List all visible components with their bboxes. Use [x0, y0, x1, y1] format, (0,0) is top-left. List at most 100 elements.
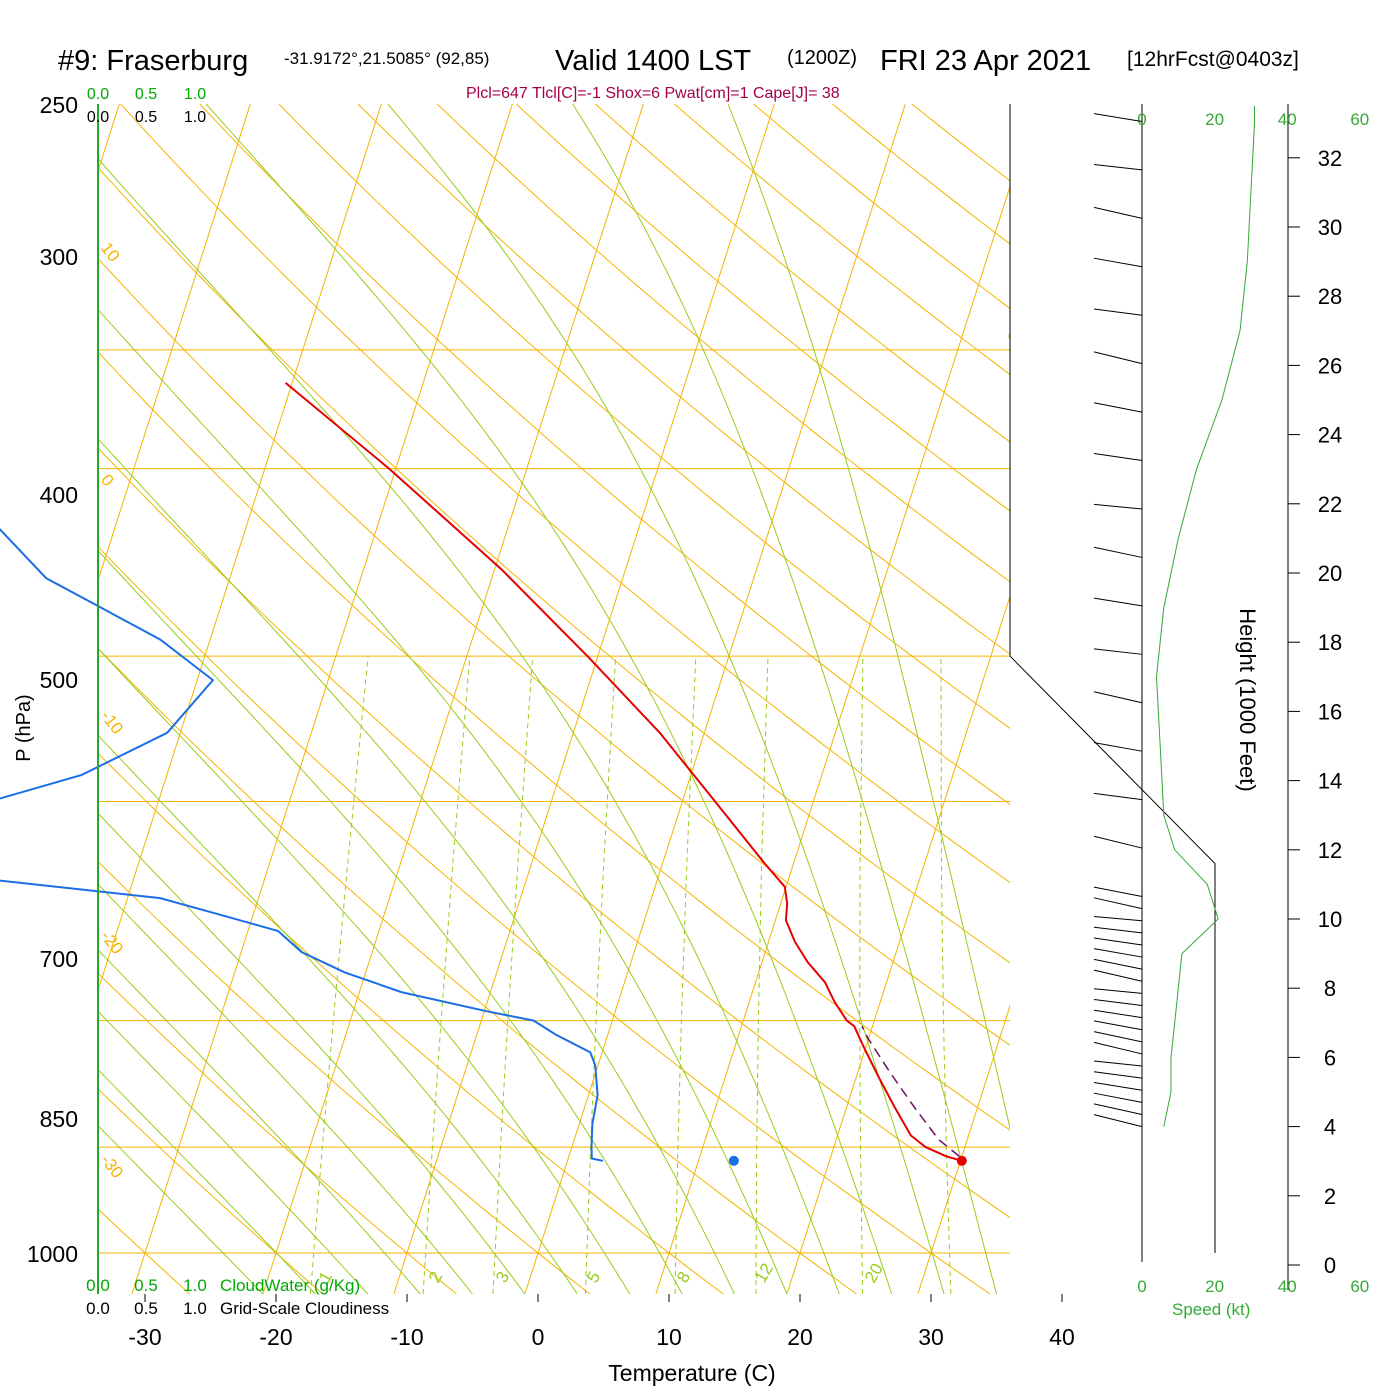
utc-time: (1200Z) — [787, 47, 857, 69]
speed-tick-label-top: 20 — [1205, 110, 1224, 129]
mixing-ratio-line — [492, 656, 534, 1294]
height-tick-label: 22 — [1318, 492, 1342, 517]
height-tick-label: 30 — [1318, 215, 1342, 240]
dry-adiabat-line — [594, 104, 1010, 443]
mixing-ratio-line — [584, 656, 617, 1294]
wind-barb — [1093, 897, 1143, 910]
isotherm-line — [393, 104, 775, 1294]
cloudiness-label: Grid-Scale Cloudiness — [220, 1299, 389, 1318]
isotherm-label: -10 — [97, 707, 127, 738]
dry-adiabat-line — [436, 104, 1010, 583]
dry-adiabat-line — [98, 1088, 324, 1294]
pressure-tick-label: 850 — [40, 1106, 78, 1132]
wind-barb — [1093, 1020, 1143, 1031]
surface-temperature-point — [956, 1155, 967, 1166]
wind-barb — [1093, 1092, 1143, 1103]
cloud-water-scale-top: 0.5 — [135, 86, 157, 103]
cloud-water-scale-bottom: 0.5 — [134, 1276, 158, 1295]
isotherm-label: 0 — [97, 471, 118, 490]
dry-adiabat-line — [98, 972, 457, 1294]
wind-barb — [1093, 988, 1143, 994]
dry-adiabat-line — [98, 447, 1010, 1219]
temp-tick-label: 20 — [787, 1324, 813, 1350]
height-tick-label: 4 — [1324, 1115, 1336, 1140]
cloudiness-scale-bottom: 0.5 — [134, 1299, 158, 1318]
wind-barb — [1093, 257, 1143, 268]
isotherm-label: -30 — [97, 1151, 127, 1182]
temp-tick-label: -30 — [128, 1324, 161, 1350]
height-tick-label: 16 — [1318, 699, 1342, 724]
height-tick-label: 8 — [1324, 976, 1336, 1001]
wind-barb — [1093, 886, 1143, 898]
pressure-tick-label: 500 — [40, 667, 78, 693]
mixing-ratio-line — [309, 656, 369, 1294]
moist-adiabat-line — [98, 883, 473, 1294]
wind-barb — [1093, 969, 1143, 982]
dry-adiabat-line — [357, 104, 1010, 655]
isotherm-line — [917, 1004, 1010, 1294]
wind-barb — [1093, 1103, 1143, 1115]
temp-tick-label: 30 — [918, 1324, 944, 1350]
moist-adiabat-line — [98, 734, 578, 1294]
pressure-tick-label: 400 — [40, 482, 78, 508]
temp-tick-label: 10 — [656, 1324, 682, 1350]
height-tick-label: 32 — [1318, 146, 1342, 171]
cloudiness-scale-top: 0.0 — [87, 109, 109, 126]
isotherm-line — [98, 104, 251, 583]
dry-adiabat-line — [120, 104, 1010, 884]
isotherm-line — [1180, 104, 1400, 1294]
wind-barb — [1093, 792, 1143, 801]
pressure-tick-label: 300 — [40, 244, 78, 270]
height-tick-label: 10 — [1318, 907, 1342, 932]
mixing-ratio-line — [940, 656, 952, 1294]
wind-barb — [1093, 113, 1143, 122]
wind-barb — [1093, 1114, 1143, 1128]
wind-barb — [1093, 1081, 1143, 1091]
height-tick-label: 28 — [1318, 284, 1342, 309]
height-tick-label: 26 — [1318, 353, 1342, 378]
moist-adiabat-line — [98, 1068, 316, 1294]
frame-border — [97, 104, 1216, 1294]
dry-adiabat-line — [98, 860, 591, 1294]
temp-tick-label: 40 — [1049, 1324, 1075, 1350]
cloud-water-scale-bottom: 0.0 — [86, 1276, 110, 1295]
isotherm-line — [262, 104, 644, 1294]
cloud-scales: 0.0 0.5 1.0 0.0 0.5 1.0 0.0 0.5 1.0 0.0 0.5 1.0 — [86, 86, 207, 1318]
cloud-water-label: CloudWater (g/Kg) — [220, 1276, 360, 1295]
dry-adiabat-label: 30 — [1166, 756, 1205, 795]
dry-adiabat-line — [98, 545, 991, 1294]
speed-tick-label-top: 40 — [1278, 110, 1297, 129]
dry-adiabat-line — [674, 104, 1010, 376]
wind-barb — [1093, 402, 1143, 413]
y-axis-title: P (hPa) — [13, 694, 35, 761]
height-tick-label: 18 — [1318, 630, 1342, 655]
wind-barb — [1093, 999, 1143, 1006]
wind-barb — [1093, 691, 1143, 704]
height-tick-label: 6 — [1324, 1045, 1336, 1070]
wind-barb — [1093, 958, 1143, 970]
moist-adiabat-line — [98, 647, 631, 1294]
moist-adiabat-line — [727, 104, 1010, 1131]
pressure-tick-label: 1000 — [27, 1241, 78, 1267]
mixing-ratio-line — [859, 656, 864, 1294]
cloudiness-scale-bottom: 1.0 — [183, 1299, 207, 1318]
wind-barb — [1093, 164, 1143, 171]
x-axis-title: Temperature (C) — [608, 1360, 775, 1386]
valid-time: Valid 1400 LST — [555, 45, 751, 77]
cloud-water-scale-bottom: 1.0 — [183, 1276, 207, 1295]
station-title: #9: Fraserburg — [58, 45, 248, 77]
moist-adiabat-line — [98, 1010, 369, 1294]
dry-adiabat-line — [98, 166, 1010, 964]
dry-adiabat-line — [199, 104, 1010, 806]
wind-barb — [1093, 648, 1143, 655]
speed-tick-label-bottom: 0 — [1137, 1277, 1146, 1296]
height-tick-label: 14 — [1318, 769, 1342, 794]
dry-adiabat-line — [98, 752, 724, 1294]
moist-adiabat-line — [98, 549, 683, 1294]
wind-barb — [1093, 206, 1143, 219]
temp-tick-label: -10 — [390, 1324, 423, 1350]
station-coords: -31.9172°,21.5085° (92,85) — [284, 49, 489, 68]
